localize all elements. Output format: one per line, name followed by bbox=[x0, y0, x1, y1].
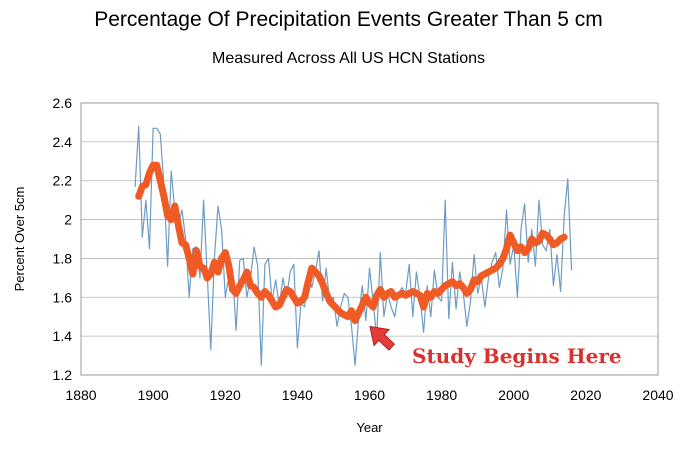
y-tick-label: 2.6 bbox=[53, 95, 73, 111]
x-tick-label: 2020 bbox=[570, 387, 601, 403]
y-tick-label: 2.2 bbox=[53, 173, 73, 189]
y-axis-ticks: 1.2 1.4 1.6 1.8 2 2.2 2.4 2.6 bbox=[53, 95, 73, 383]
x-tick-label: 1940 bbox=[282, 387, 313, 403]
x-tick-label: 1960 bbox=[354, 387, 385, 403]
x-tick-label: 1920 bbox=[210, 387, 241, 403]
x-tick-label: 1980 bbox=[426, 387, 457, 403]
y-tick-label: 1.6 bbox=[53, 289, 73, 305]
chart-subtitle: Measured Across All US HCN Stations bbox=[212, 50, 485, 67]
y-axis-label: Percent Over 5cm bbox=[12, 187, 27, 292]
x-axis-ticks: 1880 1900 1920 1940 1960 1980 2000 2020 2040 bbox=[65, 387, 673, 403]
series-line-annual bbox=[134, 125, 573, 366]
y-tick-label: 2.4 bbox=[53, 134, 73, 150]
x-tick-label: 1900 bbox=[138, 387, 169, 403]
annotation-text: Study Begins Here bbox=[412, 344, 622, 368]
x-tick-label: 1880 bbox=[65, 387, 96, 403]
x-tick-label: 2040 bbox=[642, 387, 673, 403]
series-line-smoothed bbox=[135, 161, 568, 325]
plot-frame bbox=[80, 102, 659, 376]
chart-title: Percentage Of Precipitation Events Great… bbox=[94, 8, 603, 31]
annotation: Study Begins Here bbox=[369, 325, 622, 368]
y-tick-label: 1.2 bbox=[53, 367, 73, 383]
series-layer bbox=[134, 125, 573, 366]
y-tick-label: 1.8 bbox=[53, 250, 73, 266]
y-tick-label: 1.4 bbox=[53, 328, 73, 344]
x-axis-label: Year bbox=[356, 420, 383, 435]
x-tick-label: 2000 bbox=[498, 387, 529, 403]
annotation-arrow-icon bbox=[369, 325, 396, 351]
y-tick-label: 2 bbox=[64, 212, 72, 228]
